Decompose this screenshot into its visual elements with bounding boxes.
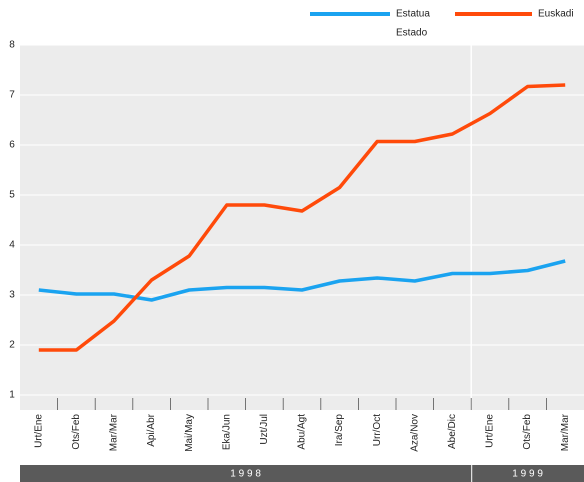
legend-label: Estatua <box>396 9 430 20</box>
x-tick-label: Aza/Nov <box>409 414 420 452</box>
plot-area <box>20 45 584 410</box>
x-tick-label: Uzt/Jul <box>259 414 270 445</box>
x-tick-label: Eka/Jun <box>221 414 232 450</box>
x-tick-label: Ira/Sep <box>334 414 345 447</box>
x-tick-label: Api/Abr <box>146 413 157 446</box>
year-label: 1 9 9 8 <box>230 469 261 480</box>
y-tick-label: 5 <box>9 190 15 201</box>
y-tick-label: 4 <box>9 240 15 251</box>
year-label: 1 9 9 9 <box>512 469 543 480</box>
y-tick-label: 6 <box>9 140 15 151</box>
y-tick-label: 1 <box>9 390 15 401</box>
x-tick-label: Urr/Oct <box>372 414 383 446</box>
series-line <box>38 259 566 302</box>
series-line <box>38 83 566 352</box>
x-tick-label: Ots/Feb <box>71 414 82 450</box>
x-tick-label: Abu/Agt <box>297 414 308 450</box>
x-tick-label: Urt/Ene <box>33 414 44 448</box>
year-bar <box>472 465 584 482</box>
year-bar <box>20 465 472 482</box>
x-tick-label: Urt/Ene <box>485 414 496 448</box>
y-tick-label: 8 <box>9 40 15 51</box>
legend-label: Euskadi <box>538 9 574 20</box>
y-tick-label: 2 <box>9 340 15 351</box>
y-tick-label: 3 <box>9 290 15 301</box>
x-tick-label: Mar/Mar <box>109 413 120 451</box>
x-tick-label: Mai/May <box>184 414 195 452</box>
x-tick-label: Ots/Feb <box>522 414 533 450</box>
x-tick-label: Mar/Mar <box>560 413 571 451</box>
y-tick-label: 7 <box>9 90 15 101</box>
legend-label: Estado <box>396 28 428 39</box>
x-tick-label: Abe/Dic <box>447 414 458 449</box>
